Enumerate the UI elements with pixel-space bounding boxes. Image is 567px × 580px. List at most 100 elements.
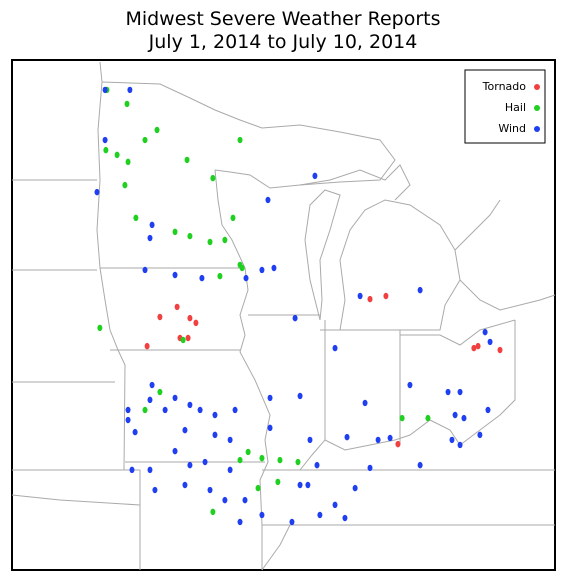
report-point (210, 508, 216, 516)
report-point (255, 484, 261, 492)
report-point (362, 399, 368, 407)
report-point (232, 406, 238, 414)
report-point (387, 434, 393, 442)
report-point (187, 461, 193, 469)
report-point (184, 156, 190, 164)
report-point (267, 424, 273, 432)
report-point (482, 328, 488, 336)
report-point (149, 381, 155, 389)
report-point (471, 344, 477, 352)
report-point (227, 436, 233, 444)
report-point (207, 486, 213, 494)
report-point (207, 238, 213, 246)
report-point (314, 461, 320, 469)
report-point (317, 511, 323, 519)
report-point (485, 406, 491, 414)
report-point (332, 501, 338, 509)
report-point (103, 146, 109, 154)
report-point (210, 174, 216, 182)
report-point (245, 448, 251, 456)
report-point (367, 464, 373, 472)
report-point (114, 151, 120, 159)
report-point (445, 388, 451, 396)
report-point (259, 511, 265, 519)
report-point (122, 181, 128, 189)
report-point (147, 396, 153, 404)
report-point (193, 319, 199, 327)
report-point (267, 394, 273, 402)
report-point (342, 514, 348, 522)
report-point (149, 221, 155, 229)
report-point (127, 86, 133, 94)
report-point (94, 188, 100, 196)
report-point (157, 388, 163, 396)
report-point (187, 232, 193, 240)
legend-box (464, 69, 546, 144)
report-point (417, 461, 423, 469)
report-point (197, 406, 203, 414)
report-point (277, 456, 283, 464)
report-point (172, 271, 178, 279)
report-point (125, 158, 131, 166)
report-point (180, 336, 186, 344)
report-point (97, 324, 103, 332)
report-point (187, 401, 193, 409)
legend-label: Hail (505, 101, 526, 114)
report-point (452, 411, 458, 419)
report-point (185, 334, 191, 342)
report-point (487, 338, 493, 346)
report-point (295, 458, 301, 466)
report-point (129, 466, 135, 474)
report-point (222, 496, 228, 504)
report-point (395, 440, 401, 448)
report-point (383, 292, 389, 300)
report-point (162, 406, 168, 414)
report-point (125, 406, 131, 414)
report-point (475, 342, 481, 350)
legend-label: Wind (498, 122, 526, 135)
report-point (417, 286, 423, 294)
report-point (237, 518, 243, 526)
report-point (147, 466, 153, 474)
report-point (305, 481, 311, 489)
legend-marker (534, 105, 540, 111)
report-point (497, 346, 503, 354)
report-point (227, 466, 233, 474)
report-point (102, 136, 108, 144)
report-point (237, 456, 243, 464)
report-point (332, 344, 338, 352)
legend-marker (534, 84, 540, 90)
report-point (399, 414, 405, 422)
report-point (259, 454, 265, 462)
report-point (289, 518, 295, 526)
report-point (297, 481, 303, 489)
report-point (182, 426, 188, 434)
report-point (142, 266, 148, 274)
report-point (187, 314, 193, 322)
report-point (230, 214, 236, 222)
report-point (154, 126, 160, 134)
report-point (312, 172, 318, 180)
report-point (449, 436, 455, 444)
report-point (157, 313, 163, 321)
report-point (457, 441, 463, 449)
report-point (172, 447, 178, 455)
report-point (172, 228, 178, 236)
report-point (357, 292, 363, 300)
report-point (142, 136, 148, 144)
report-point (182, 481, 188, 489)
report-point (212, 411, 218, 419)
report-point (212, 431, 218, 439)
report-point (297, 392, 303, 400)
report-point (217, 272, 223, 280)
report-point (125, 416, 131, 424)
report-point (407, 381, 413, 389)
report-point (477, 431, 483, 439)
report-point (144, 342, 150, 350)
report-point (344, 433, 350, 441)
report-point (457, 388, 463, 396)
report-point (172, 394, 178, 402)
report-point (174, 303, 180, 311)
report-point (239, 264, 245, 272)
